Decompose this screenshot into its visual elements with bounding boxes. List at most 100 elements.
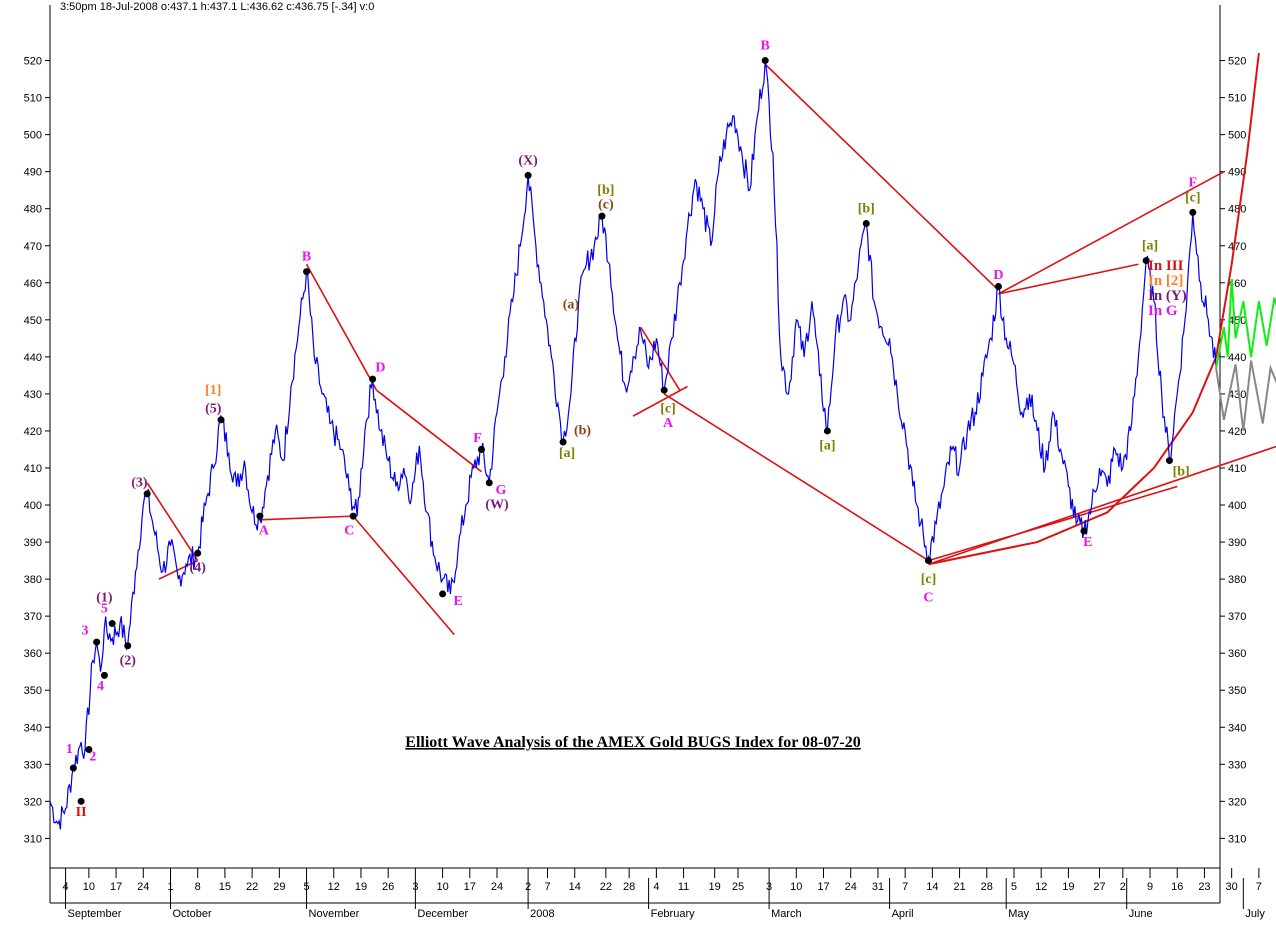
- y-tick-label-left: 310: [24, 833, 42, 845]
- y-tick-label-left: 390: [24, 537, 42, 549]
- trend-line: [640, 326, 681, 391]
- y-tick-label-right: 390: [1228, 537, 1246, 549]
- price-line: [49, 60, 1217, 830]
- projection-gray: [1215, 360, 1276, 432]
- y-tick-label-right: 410: [1228, 463, 1246, 475]
- wave-label: B: [761, 38, 770, 53]
- pivot-point: [924, 557, 932, 565]
- y-tick-label-right: 350: [1228, 685, 1246, 697]
- pivot-point: [524, 171, 532, 179]
- pivot-markers: [69, 57, 1197, 805]
- wave-label: (W): [485, 498, 509, 513]
- pivot-point: [124, 642, 132, 650]
- x-tick-label: 26: [382, 881, 394, 893]
- wave-label: E: [453, 594, 462, 609]
- month-label: March: [771, 908, 802, 920]
- pivot-point: [1142, 257, 1150, 265]
- trend-line: [998, 263, 1139, 295]
- y-tick-label-left: 520: [24, 56, 42, 68]
- x-tick-label: 23: [1198, 881, 1210, 893]
- wave-label: 2: [89, 750, 96, 765]
- trend-line: [146, 482, 199, 562]
- y-tick-label-left: 380: [24, 574, 42, 586]
- y-tick-label-left: 470: [24, 241, 42, 253]
- y-tick-label-left: 510: [24, 93, 42, 105]
- wave-label: 1: [66, 742, 73, 757]
- month-label: June: [1129, 908, 1153, 920]
- wave-label: (1): [96, 590, 113, 605]
- month-label: October: [172, 908, 211, 920]
- y-tick-label-left: 480: [24, 204, 42, 216]
- x-tick-label: 9: [1147, 881, 1153, 893]
- projection-paths: [1215, 279, 1276, 432]
- pivot-point: [598, 212, 606, 220]
- trend-line: [305, 263, 378, 391]
- pivot-point: [1165, 457, 1173, 465]
- x-tick-label: 10: [83, 881, 95, 893]
- wave-label: G: [495, 483, 506, 498]
- wave-label: B: [302, 250, 311, 265]
- y-tick-label-left: 410: [24, 463, 42, 475]
- y-tick-label-right: 440: [1228, 352, 1246, 364]
- x-tick-label: 10: [436, 881, 448, 893]
- y-tick-label-left: 490: [24, 167, 42, 179]
- wave-label: (3): [131, 476, 148, 491]
- x-tick-label: 16: [1171, 881, 1183, 893]
- x-tick-label: 7: [544, 881, 550, 893]
- pivot-point: [439, 590, 447, 598]
- wave-label: [b]: [858, 201, 875, 216]
- pivot-point: [77, 797, 85, 805]
- wave-label: (c): [598, 198, 614, 213]
- wave-label: [a]: [819, 438, 835, 453]
- pivot-point: [217, 416, 225, 424]
- pivot-point: [477, 445, 485, 453]
- wave-label: (X): [518, 153, 538, 168]
- x-tick-label: 19: [709, 881, 721, 893]
- pivot-point: [1080, 527, 1088, 535]
- wave-label: C: [923, 590, 933, 605]
- pivot-point: [1189, 208, 1197, 216]
- wave-label: A: [663, 416, 674, 431]
- x-tick-label: 19: [355, 881, 367, 893]
- y-tick-label-right: 400: [1228, 500, 1246, 512]
- y-tick-label-right: 320: [1228, 796, 1246, 808]
- y-tick-label-right: 330: [1228, 759, 1246, 771]
- y-tick-label-left: 400: [24, 500, 42, 512]
- pivot-point: [994, 282, 1002, 290]
- wave-label: (a): [563, 298, 580, 313]
- y-tick-label-right: 420: [1228, 426, 1246, 438]
- trend-line: [663, 393, 929, 562]
- pivot-point: [69, 764, 77, 772]
- trend-line: [259, 515, 354, 521]
- y-tick-label-left: 330: [24, 759, 42, 771]
- x-tick-label: 22: [246, 881, 258, 893]
- chart-header-info: 3:50pm 18-Jul-2008 o:437.1 h:437.1 L:436…: [60, 1, 375, 13]
- x-tick-label: 17: [110, 881, 122, 893]
- trend-line: [928, 445, 1276, 566]
- y-tick-label-right: 310: [1228, 833, 1246, 845]
- x-tick-label: 22: [600, 881, 612, 893]
- x-tick-label: 11: [678, 881, 689, 893]
- month-label: July: [1245, 908, 1265, 920]
- wave-label: C: [344, 524, 354, 539]
- wave-label: A: [259, 524, 270, 539]
- y-tick-label-right: 370: [1228, 611, 1246, 623]
- pivot-point: [108, 620, 116, 628]
- x-tick-label: 24: [137, 881, 149, 893]
- wave-label: 3: [81, 624, 88, 639]
- price-series: [49, 60, 1217, 830]
- y-tick-label-left: 450: [24, 315, 42, 327]
- wave-label: (b): [574, 424, 591, 439]
- pivot-point: [862, 220, 870, 228]
- legend-entry: In [2]: [1148, 273, 1183, 289]
- pivot-point: [369, 375, 377, 383]
- x-tick-label: 12: [328, 881, 340, 893]
- wave-label: 5: [101, 601, 108, 616]
- trend-line: [998, 170, 1225, 295]
- wave-label: 4: [97, 679, 104, 694]
- wave-label: (4): [190, 561, 207, 576]
- y-tick-label-left: 320: [24, 796, 42, 808]
- y-tick-label-left: 500: [24, 130, 42, 142]
